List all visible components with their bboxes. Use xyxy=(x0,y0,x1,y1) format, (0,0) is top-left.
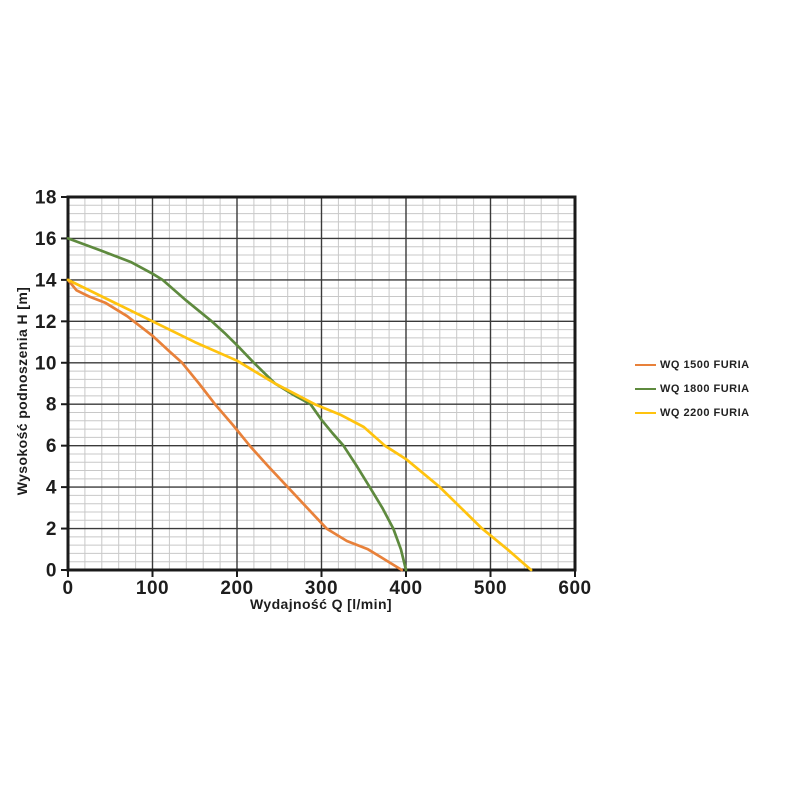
x-tick-label: 400 xyxy=(389,578,422,599)
legend-color-swatch-orange xyxy=(635,363,656,367)
series-line-wq-2200-furia xyxy=(66,278,533,572)
legend-label: WQ 2200 FURIA xyxy=(660,407,750,419)
y-tick-label: 14 xyxy=(35,270,57,291)
plot-frame xyxy=(66,195,577,572)
legend-label: WQ 1800 FURIA xyxy=(660,383,750,395)
y-tick-label: 4 xyxy=(46,478,57,499)
x-tick-label: 500 xyxy=(474,578,507,599)
y-tick-label: 12 xyxy=(35,312,57,333)
x-tick-label: 600 xyxy=(558,578,591,599)
legend-color-swatch-yellow xyxy=(635,411,656,415)
x-tick-label: 200 xyxy=(220,578,253,599)
y-tick-label: 2 xyxy=(46,519,57,540)
x-tick-label: 300 xyxy=(305,578,338,599)
legend-color-swatch-green xyxy=(635,387,656,391)
legend-label: WQ 1500 FURIA xyxy=(660,359,750,371)
legend-item: WQ 1500 FURIA xyxy=(635,353,750,377)
y-tick-label: 8 xyxy=(46,395,57,416)
y-tick-label: 10 xyxy=(35,353,57,374)
legend: WQ 1500 FURIA WQ 1800 FURIA WQ 2200 FURI… xyxy=(635,353,750,425)
y-tick-label: 6 xyxy=(46,436,57,457)
legend-item: WQ 2200 FURIA xyxy=(635,401,750,425)
x-tick-label: 0 xyxy=(62,578,73,599)
y-tick-label: 18 xyxy=(35,188,57,209)
y-axis-title: Wysokość podnoszenia H [m] xyxy=(14,286,30,496)
series-line-wq-1500-furia xyxy=(66,278,404,572)
y-tick-label: 16 xyxy=(35,229,57,250)
y-tick-label: 0 xyxy=(46,561,57,582)
x-axis-title: Wydajność Q [l/min] xyxy=(250,596,392,612)
x-tick-label: 100 xyxy=(136,578,169,599)
legend-item: WQ 1800 FURIA xyxy=(635,377,750,401)
